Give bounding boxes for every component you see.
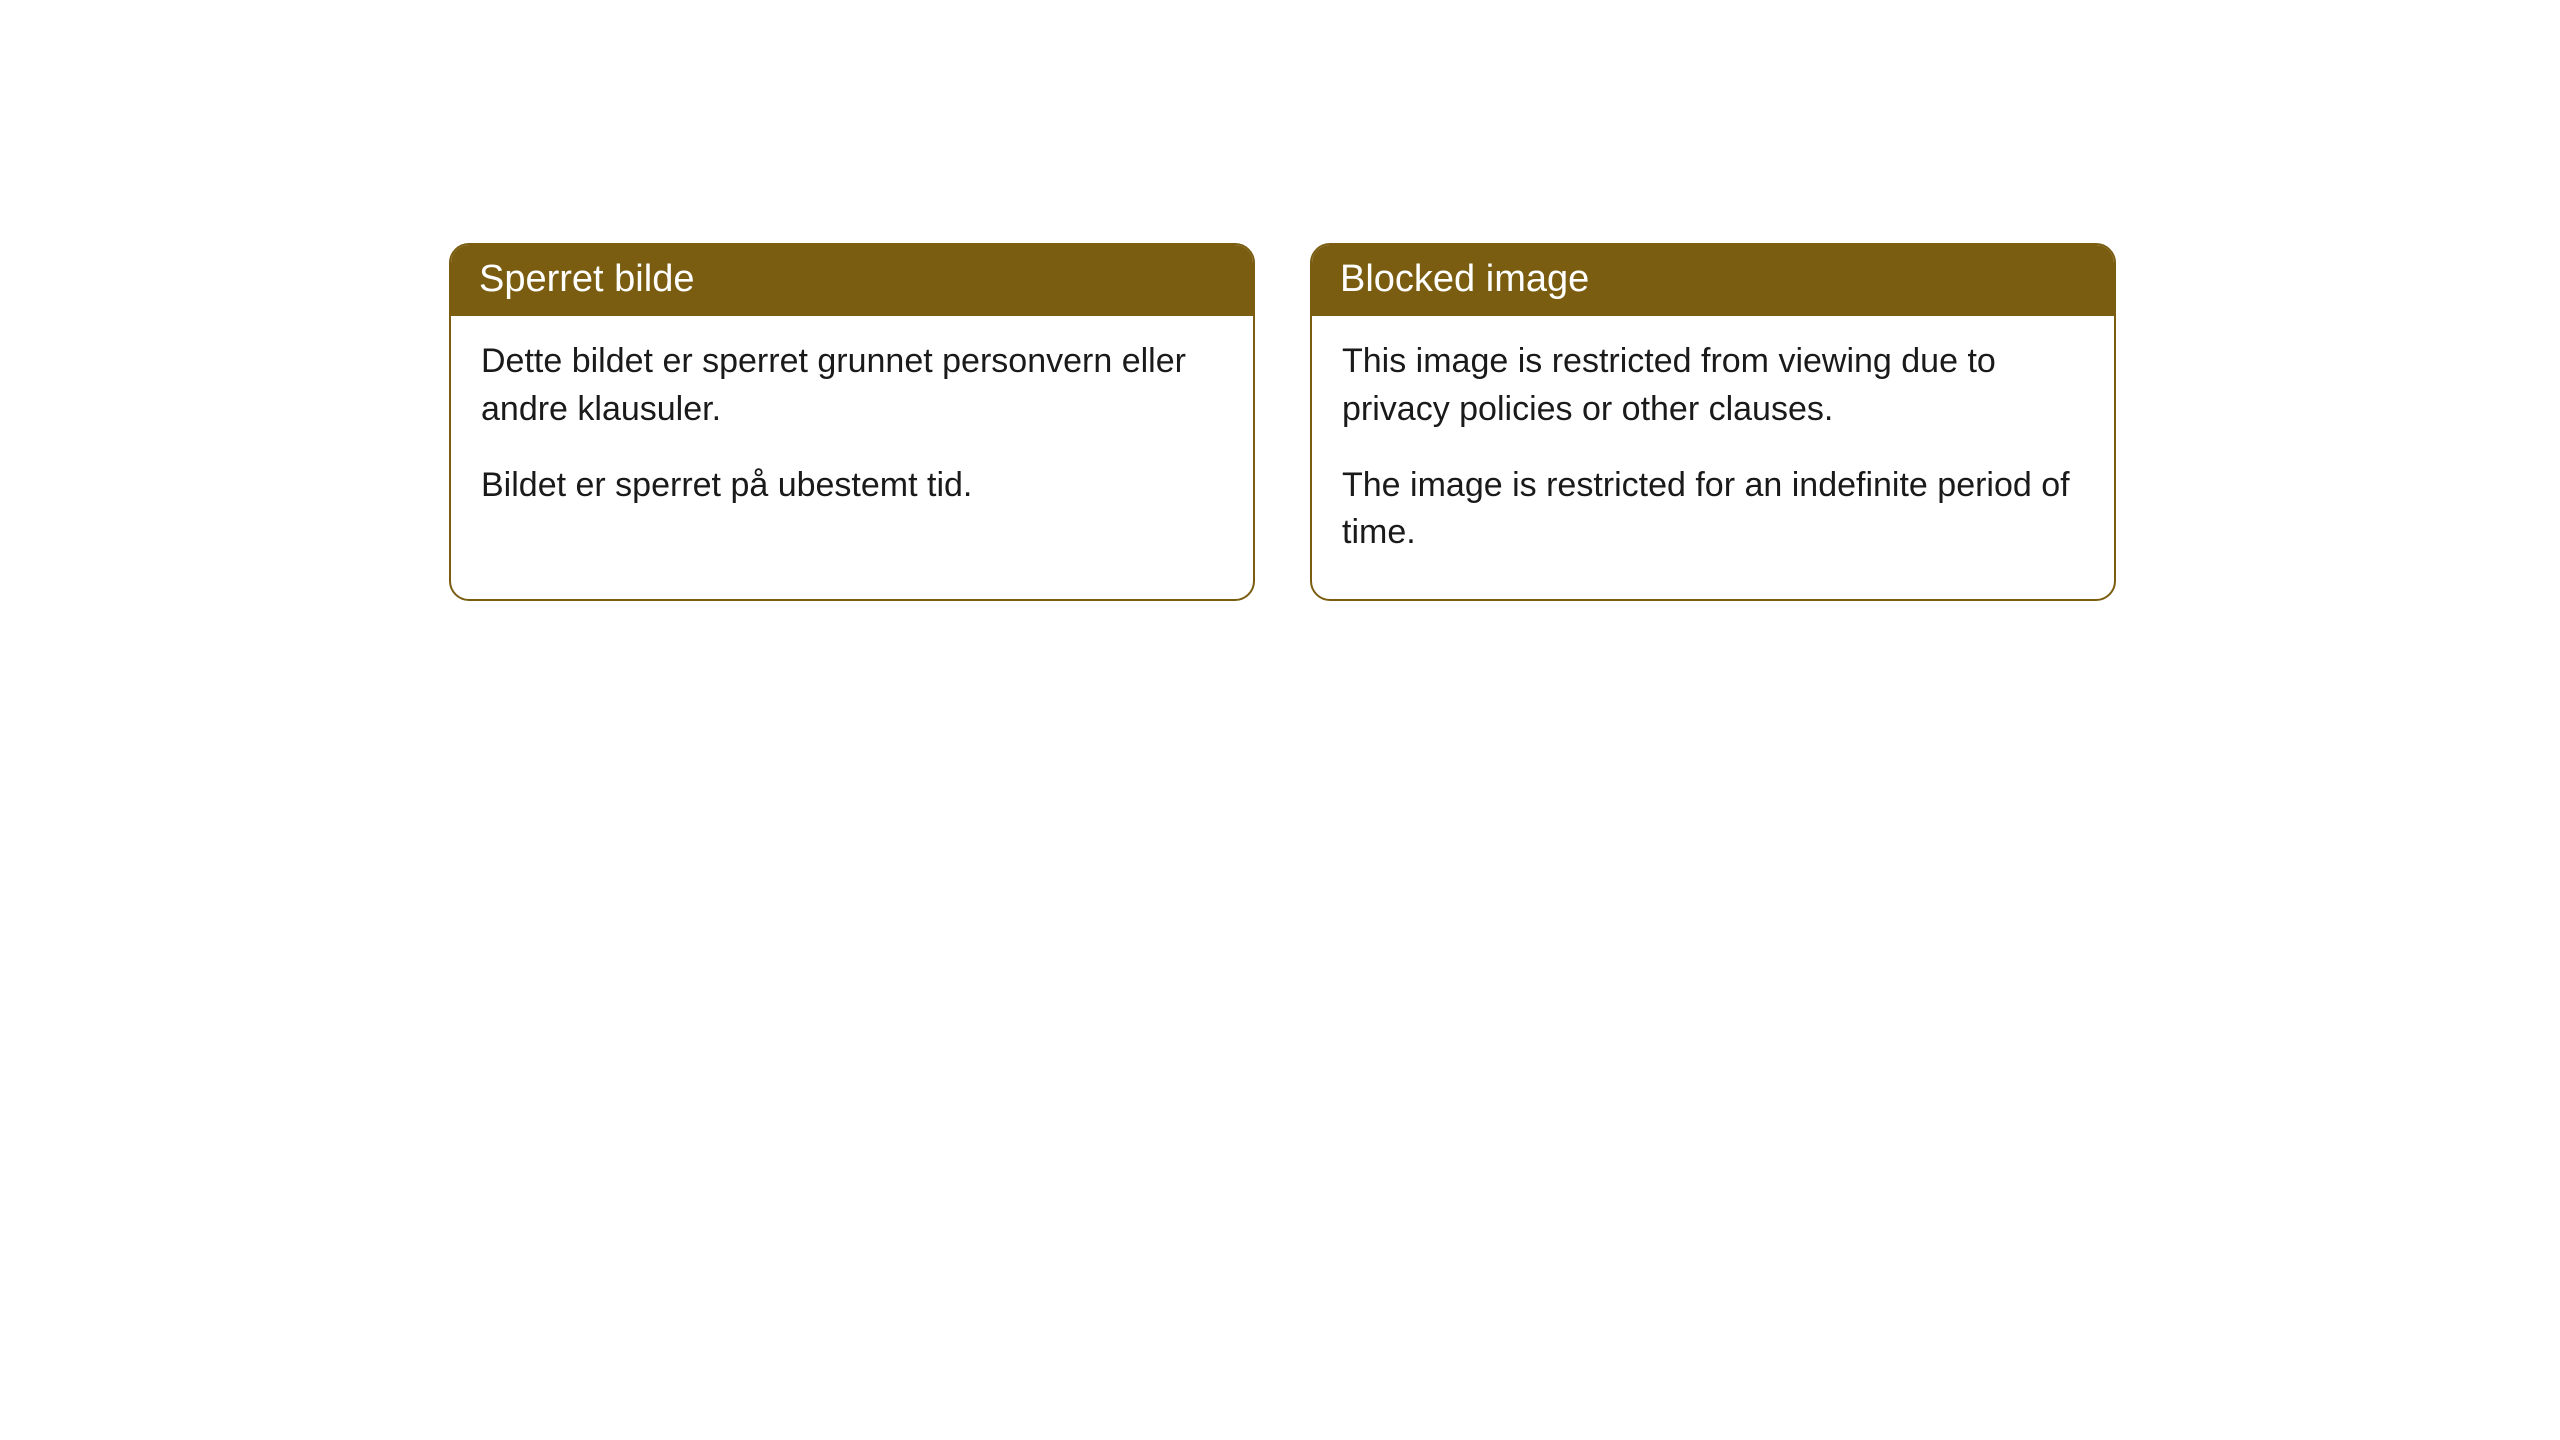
card-body-english: This image is restricted from viewing du…: [1312, 316, 2114, 598]
notice-card-norwegian: Sperret bilde Dette bildet er sperret gr…: [449, 243, 1255, 601]
card-title: Sperret bilde: [479, 258, 694, 300]
notice-text-line-2: The image is restricted for an indefinit…: [1342, 462, 2084, 557]
notice-text-line-1: Dette bildet er sperret grunnet personve…: [481, 338, 1223, 433]
notice-text-line-1: This image is restricted from viewing du…: [1342, 338, 2084, 433]
card-title: Blocked image: [1340, 258, 1589, 300]
notice-cards-container: Sperret bilde Dette bildet er sperret gr…: [449, 243, 2116, 601]
card-header-norwegian: Sperret bilde: [451, 245, 1253, 316]
notice-card-english: Blocked image This image is restricted f…: [1310, 243, 2116, 601]
notice-text-line-2: Bildet er sperret på ubestemt tid.: [481, 462, 1223, 510]
card-header-english: Blocked image: [1312, 245, 2114, 316]
card-body-norwegian: Dette bildet er sperret grunnet personve…: [451, 316, 1253, 551]
